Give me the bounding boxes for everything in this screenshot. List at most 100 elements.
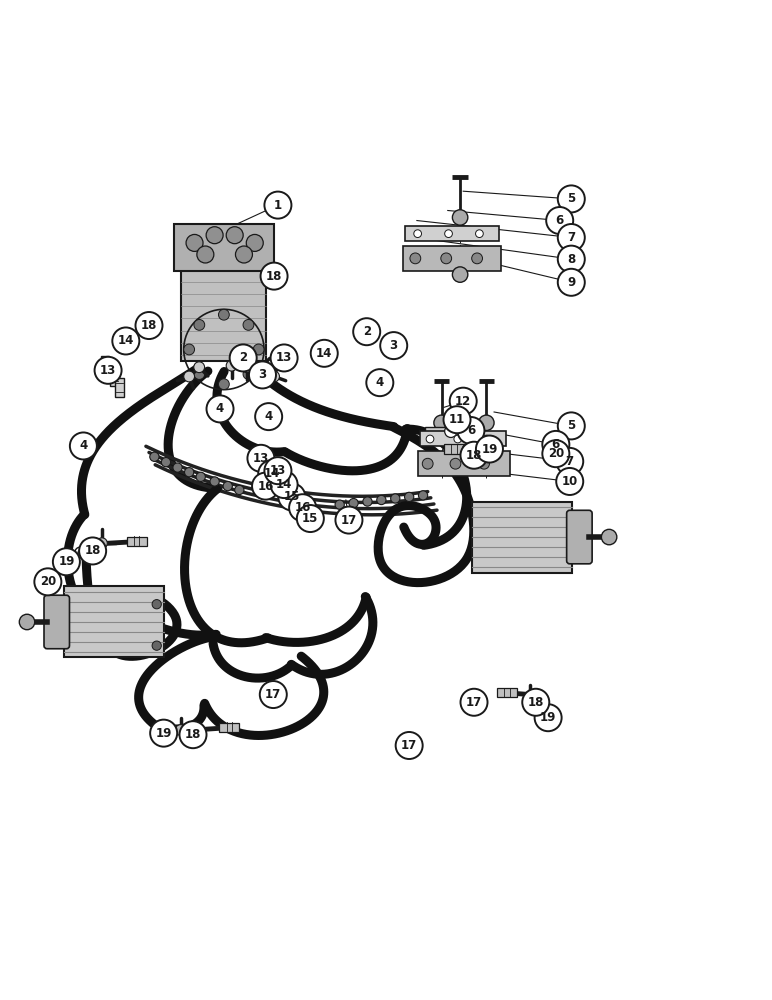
Text: 5: 5 [567,419,575,432]
Circle shape [184,344,195,355]
Text: 2: 2 [363,325,371,338]
Circle shape [152,600,161,609]
Circle shape [557,269,584,296]
Circle shape [405,492,414,502]
Circle shape [534,704,561,731]
Circle shape [542,431,569,458]
Text: 17: 17 [265,688,282,701]
Circle shape [194,369,205,379]
Text: 18: 18 [266,270,283,283]
Circle shape [79,537,106,564]
Circle shape [246,234,263,251]
Circle shape [194,319,205,330]
Circle shape [186,234,203,251]
Circle shape [264,457,291,484]
Text: 17: 17 [466,696,482,709]
Circle shape [481,444,486,448]
Text: 18: 18 [466,449,482,462]
Circle shape [522,689,549,716]
Circle shape [422,458,433,469]
FancyBboxPatch shape [444,444,464,454]
Circle shape [150,452,159,461]
Text: 18: 18 [185,728,201,741]
Circle shape [179,721,206,748]
Text: 14: 14 [117,334,134,347]
Circle shape [414,230,422,238]
Text: 18: 18 [527,696,544,709]
Circle shape [380,332,408,359]
Text: 4: 4 [376,376,384,389]
Text: 3: 3 [259,368,266,381]
Text: 14: 14 [276,478,293,491]
Circle shape [557,412,584,439]
Text: 13: 13 [269,464,286,477]
Text: 2: 2 [239,351,247,364]
Circle shape [253,344,264,355]
Circle shape [441,253,452,264]
Circle shape [310,340,337,367]
Circle shape [426,435,434,443]
Circle shape [445,425,457,437]
Circle shape [206,395,233,422]
Circle shape [377,495,386,505]
Circle shape [161,458,171,467]
Circle shape [556,468,583,495]
Text: 18: 18 [84,544,101,557]
Circle shape [194,362,205,373]
Circle shape [255,403,282,430]
Text: 16: 16 [294,501,311,514]
Circle shape [556,448,583,475]
Text: 13: 13 [252,452,269,465]
Text: 6: 6 [467,424,475,437]
Text: 17: 17 [401,739,418,752]
Circle shape [175,725,186,735]
Circle shape [235,246,252,263]
Text: 15: 15 [283,490,300,503]
Circle shape [537,703,547,714]
Circle shape [418,491,428,500]
Text: 7: 7 [566,455,574,468]
Circle shape [289,494,317,521]
Circle shape [223,481,232,491]
Text: 20: 20 [39,575,56,588]
Circle shape [460,442,488,469]
FancyBboxPatch shape [418,451,510,476]
Circle shape [218,379,229,390]
FancyBboxPatch shape [405,226,499,241]
Text: 6: 6 [552,438,560,451]
Text: 4: 4 [216,402,224,415]
Circle shape [450,458,461,469]
Text: 17: 17 [340,514,357,527]
Circle shape [243,369,254,379]
Circle shape [218,309,229,320]
Text: 1: 1 [274,199,282,212]
Circle shape [270,471,297,498]
Circle shape [454,435,462,443]
Circle shape [601,529,617,545]
Text: 4: 4 [80,439,87,452]
Text: 19: 19 [155,727,172,740]
Text: 10: 10 [561,475,578,488]
Circle shape [52,548,80,575]
Circle shape [96,538,107,549]
Circle shape [235,485,244,495]
Circle shape [452,210,468,225]
Circle shape [479,415,494,431]
Circle shape [185,468,194,477]
FancyBboxPatch shape [219,723,239,732]
Circle shape [94,357,122,384]
FancyBboxPatch shape [420,431,506,446]
Circle shape [434,415,449,431]
Circle shape [478,441,489,451]
FancyBboxPatch shape [425,427,454,436]
Text: 14: 14 [263,467,280,480]
Circle shape [264,192,291,219]
Circle shape [476,230,483,238]
Circle shape [230,344,256,371]
Circle shape [449,388,476,415]
Circle shape [173,463,182,472]
Circle shape [113,327,139,354]
Circle shape [391,494,400,503]
Text: 15: 15 [302,512,319,525]
Circle shape [34,568,62,595]
